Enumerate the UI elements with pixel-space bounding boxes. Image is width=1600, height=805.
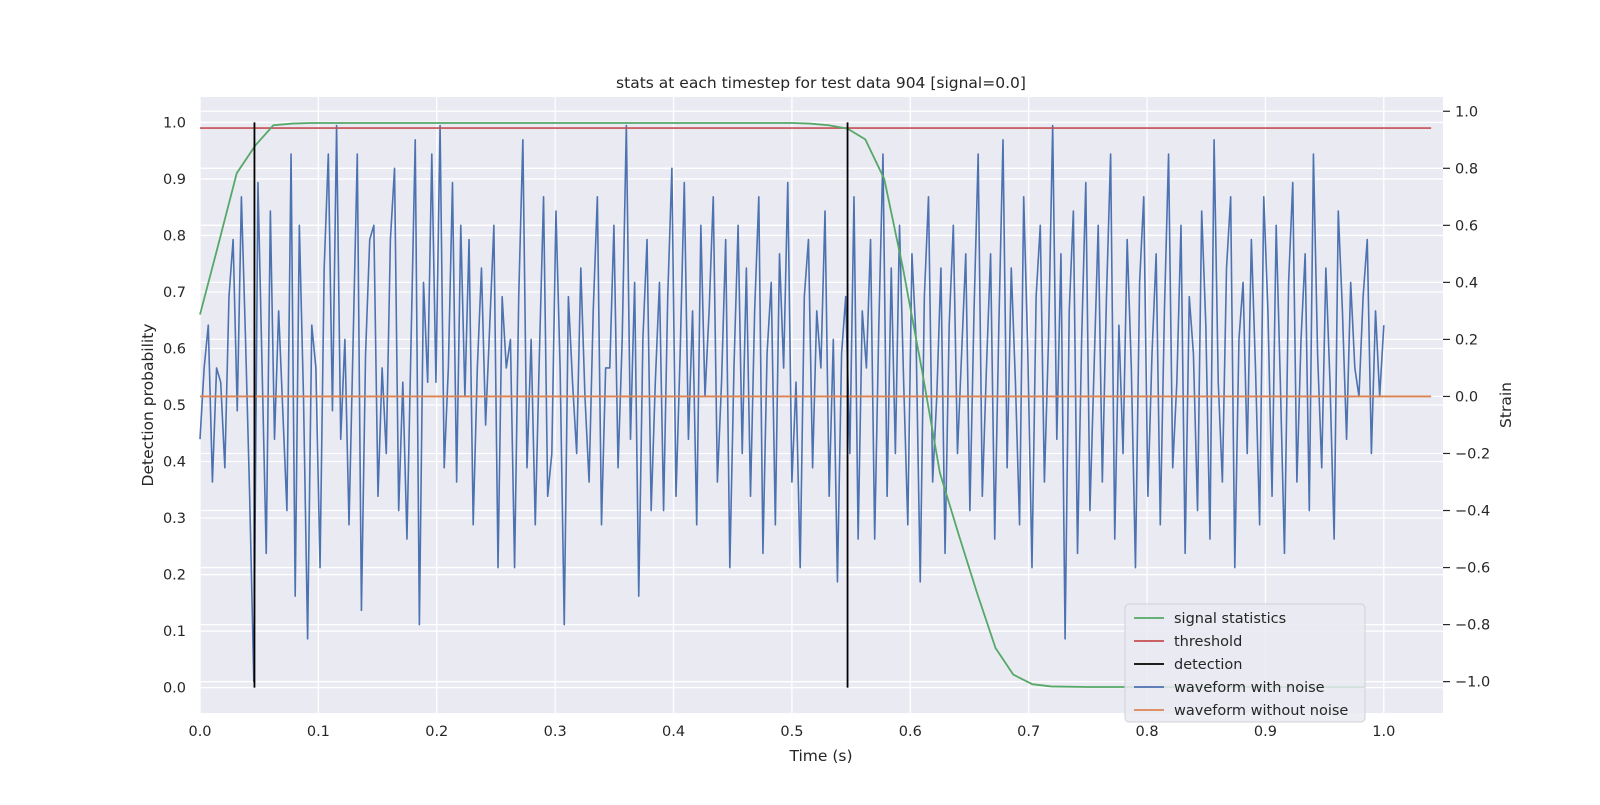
- x-tick-label: 0.3: [544, 724, 567, 740]
- y2-tick-label: −0.2: [1455, 446, 1490, 462]
- x-tick-label: 0.7: [1017, 724, 1040, 740]
- x-tick-label: 0.5: [780, 724, 803, 740]
- legend-label: threshold: [1174, 634, 1242, 650]
- x-tick-label: 1.0: [1372, 724, 1395, 740]
- legend-label: waveform with noise: [1174, 680, 1325, 696]
- y2-tick-label: −1.0: [1455, 675, 1490, 691]
- legend-label: signal statistics: [1174, 611, 1286, 627]
- y2-axis-label: Strain: [1497, 382, 1515, 428]
- y-tick-label: 0.9: [163, 172, 186, 188]
- y2-tick-label: 1.0: [1455, 104, 1478, 120]
- x-tick-label: 0.8: [1136, 724, 1159, 740]
- y2-tick-label: −0.8: [1455, 618, 1490, 634]
- legend-label: waveform without noise: [1174, 703, 1348, 719]
- x-axis-label: Time (s): [788, 747, 852, 765]
- x-tick-label: 0.1: [307, 724, 330, 740]
- y-tick-label: 0.4: [163, 455, 186, 471]
- axes: 0.0 0.1 0.2 0.3 0.4 0.5 0.6 0.7 0.8 0.9 1.0 0.0 0.1 0…: [163, 104, 1490, 740]
- legend-box: [1124, 603, 1366, 723]
- x-tick-label: 0.4: [662, 724, 685, 740]
- y2-tick-label: 0.4: [1455, 275, 1478, 291]
- x-tick-label: 0.2: [425, 724, 448, 740]
- y-tick-label: 0.1: [163, 624, 186, 640]
- chart-title: stats at each timestep for test data 904…: [616, 74, 1026, 92]
- legend-label: detection: [1174, 657, 1242, 673]
- y2-tick-label: −0.6: [1455, 561, 1490, 577]
- y-tick-label: 0.3: [163, 511, 186, 527]
- x-tick-label: 0.0: [188, 724, 211, 740]
- y-tick-label: 1.0: [163, 115, 186, 131]
- y-tick-label: 0.7: [163, 285, 186, 301]
- y-tick-label: 0.6: [163, 341, 186, 357]
- y2-tick-label: 0.8: [1455, 161, 1478, 177]
- y2-tick-label: 0.0: [1455, 389, 1478, 405]
- x-tick-label: 0.6: [899, 724, 922, 740]
- y-tick-label: 0.0: [163, 681, 186, 697]
- y2-tick-label: 0.6: [1455, 218, 1478, 234]
- y-tick-label: 0.8: [163, 228, 186, 244]
- x-tick-label: 0.9: [1254, 724, 1277, 740]
- y-tick-label: 0.5: [163, 398, 186, 414]
- legend: signal statistics threshold detection wavef…: [1124, 603, 1366, 723]
- y-tick-label: 0.2: [163, 568, 186, 584]
- series-layer: [199, 122, 1432, 688]
- y2-tick-label: −0.4: [1455, 504, 1490, 520]
- y2-tick-label: 0.2: [1455, 332, 1478, 348]
- y-axis-label: Detection probability: [139, 324, 157, 487]
- series-signal-statistics: [199, 122, 1365, 688]
